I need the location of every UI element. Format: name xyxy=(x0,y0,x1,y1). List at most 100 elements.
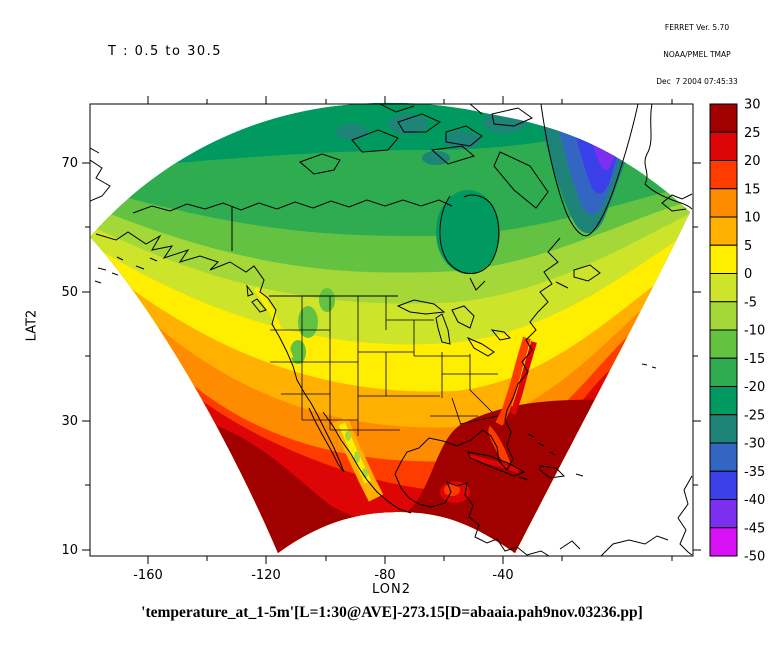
x-tick-labels: -160 -120 -80 -40 xyxy=(133,568,513,583)
colorbar-label: -15 xyxy=(744,352,765,367)
colorbar-band xyxy=(709,442,738,472)
coastline-alaska-islands xyxy=(116,256,158,270)
coastline-aleutian-specks xyxy=(94,267,119,284)
colorbar-band xyxy=(709,470,738,500)
colorbar-label: 15 xyxy=(744,182,761,197)
rockies-cool-pocket xyxy=(298,306,318,338)
x-tick-label: -120 xyxy=(251,568,281,583)
coastline-azores-specks xyxy=(641,363,657,369)
provenance-header: FERRET Ver. 5.70 NOAA/PMEL TMAP Dec 7 20… xyxy=(626,5,768,104)
coastline-james-bay xyxy=(469,277,486,291)
colorbar-label: -35 xyxy=(744,465,765,480)
hudson-bay-cold-patch xyxy=(436,190,500,274)
colorbar-band xyxy=(709,131,738,161)
coastlines xyxy=(90,104,693,556)
colorbar-label: 10 xyxy=(744,211,761,226)
x-axis-title: LON2 xyxy=(371,582,411,597)
coastline-alaska-south xyxy=(95,231,269,299)
colorbar-label: -25 xyxy=(744,408,765,423)
noaa-pmel: NOAA/PMEL TMAP xyxy=(663,50,731,59)
lake-huron xyxy=(451,305,475,329)
y-tick-label: 30 xyxy=(61,414,78,429)
coastline-greenland-west xyxy=(540,104,639,237)
colorbar-label: 25 xyxy=(744,126,761,141)
coastline-arctic-island xyxy=(351,129,399,153)
coastline-arctic-frame-cut xyxy=(379,104,483,115)
colorbar-label: -5 xyxy=(744,295,757,310)
lake-michigan xyxy=(435,313,451,345)
coastline-arctic-island xyxy=(430,145,476,165)
coastline-newfoundland xyxy=(573,264,601,282)
coastline-chukotka xyxy=(90,147,111,202)
colorbar-outline xyxy=(709,103,738,557)
coastline-arctic-island xyxy=(491,107,534,127)
rockies-cool-pocket xyxy=(319,288,335,312)
colorbar-band xyxy=(709,103,738,133)
figure-title: T : 0.5 to 30.5 xyxy=(108,44,223,59)
florida-warm-patch xyxy=(488,426,510,464)
colorbar-label: 20 xyxy=(744,154,761,169)
se-coast-fringe-red xyxy=(510,341,537,415)
colorbar-band xyxy=(709,244,738,274)
colorbar-label: -10 xyxy=(744,324,765,339)
rockies-cool-pocket xyxy=(290,340,306,364)
plot-timestamp: Dec 7 2004 07:45:33 xyxy=(656,77,738,86)
colorbar-band xyxy=(709,414,738,444)
colorbar-band xyxy=(709,357,738,387)
colorbar-band xyxy=(709,188,738,218)
coastline-east xyxy=(394,237,561,518)
yucatan-warm-core xyxy=(444,484,460,496)
colorbar-label: -20 xyxy=(744,380,765,395)
temperature-field xyxy=(90,102,690,553)
caption-expression: 'temperature_at_1-5m'[L=1:30@AVE]-273.15… xyxy=(141,604,643,621)
colorbar-label: -30 xyxy=(744,437,765,452)
colorbar-band xyxy=(709,527,738,557)
lake-erie xyxy=(466,336,495,357)
sierra-green-speck xyxy=(354,451,360,463)
coastline-antilles-specks xyxy=(518,433,584,481)
coastline-st-lawrence xyxy=(555,281,569,289)
x-tick-label: -40 xyxy=(492,568,513,583)
colorbar-label: 5 xyxy=(744,239,752,254)
arctic-cold-patch xyxy=(336,124,368,140)
lake-superior xyxy=(396,299,446,315)
coastline-hudson-bay xyxy=(439,194,500,274)
borders-us-states xyxy=(270,296,499,436)
colorbar-band xyxy=(709,499,738,529)
coastline-cuba xyxy=(467,451,526,477)
x-tick-label: -160 xyxy=(133,568,163,583)
greenland-magenta xyxy=(593,110,618,151)
x-tick-label: -80 xyxy=(374,568,395,583)
coastline-arctic-island xyxy=(397,113,442,133)
colorbar-band xyxy=(709,301,738,331)
coastline-south-america xyxy=(559,535,669,556)
sierra-green-speck xyxy=(345,431,351,441)
y-tick-label: 50 xyxy=(61,285,78,300)
coastline-baja xyxy=(308,402,345,473)
coastline-arctic xyxy=(132,199,453,214)
colorbar-label: 30 xyxy=(744,98,761,113)
arctic-cold-patch xyxy=(444,131,480,149)
colorbar-label: -40 xyxy=(744,493,765,508)
coastline-vancouver-island xyxy=(251,298,267,313)
coastline-iceland xyxy=(661,193,693,212)
colorbar-band xyxy=(709,216,738,246)
coastline-central-america xyxy=(468,516,550,556)
lake-ontario xyxy=(490,329,512,341)
coastline-arctic-island xyxy=(445,125,483,147)
coastline-mexico-west xyxy=(322,411,412,514)
arctic-cold-patch xyxy=(422,151,450,165)
coastline-haida-gwaii xyxy=(246,284,254,297)
arctic-cold-patch xyxy=(388,114,428,134)
colorbar-band xyxy=(709,386,738,416)
se-coast-fringe-orangered xyxy=(495,336,531,426)
y-tick-label: 70 xyxy=(61,156,78,171)
band-30 xyxy=(90,399,690,553)
cuba-warm-fringe xyxy=(469,454,520,474)
coastline-hispaniola xyxy=(539,465,566,479)
coastline-greenland-east xyxy=(644,104,693,210)
y-tick-label: 10 xyxy=(61,543,78,558)
colorbar-label: 0 xyxy=(744,267,752,282)
